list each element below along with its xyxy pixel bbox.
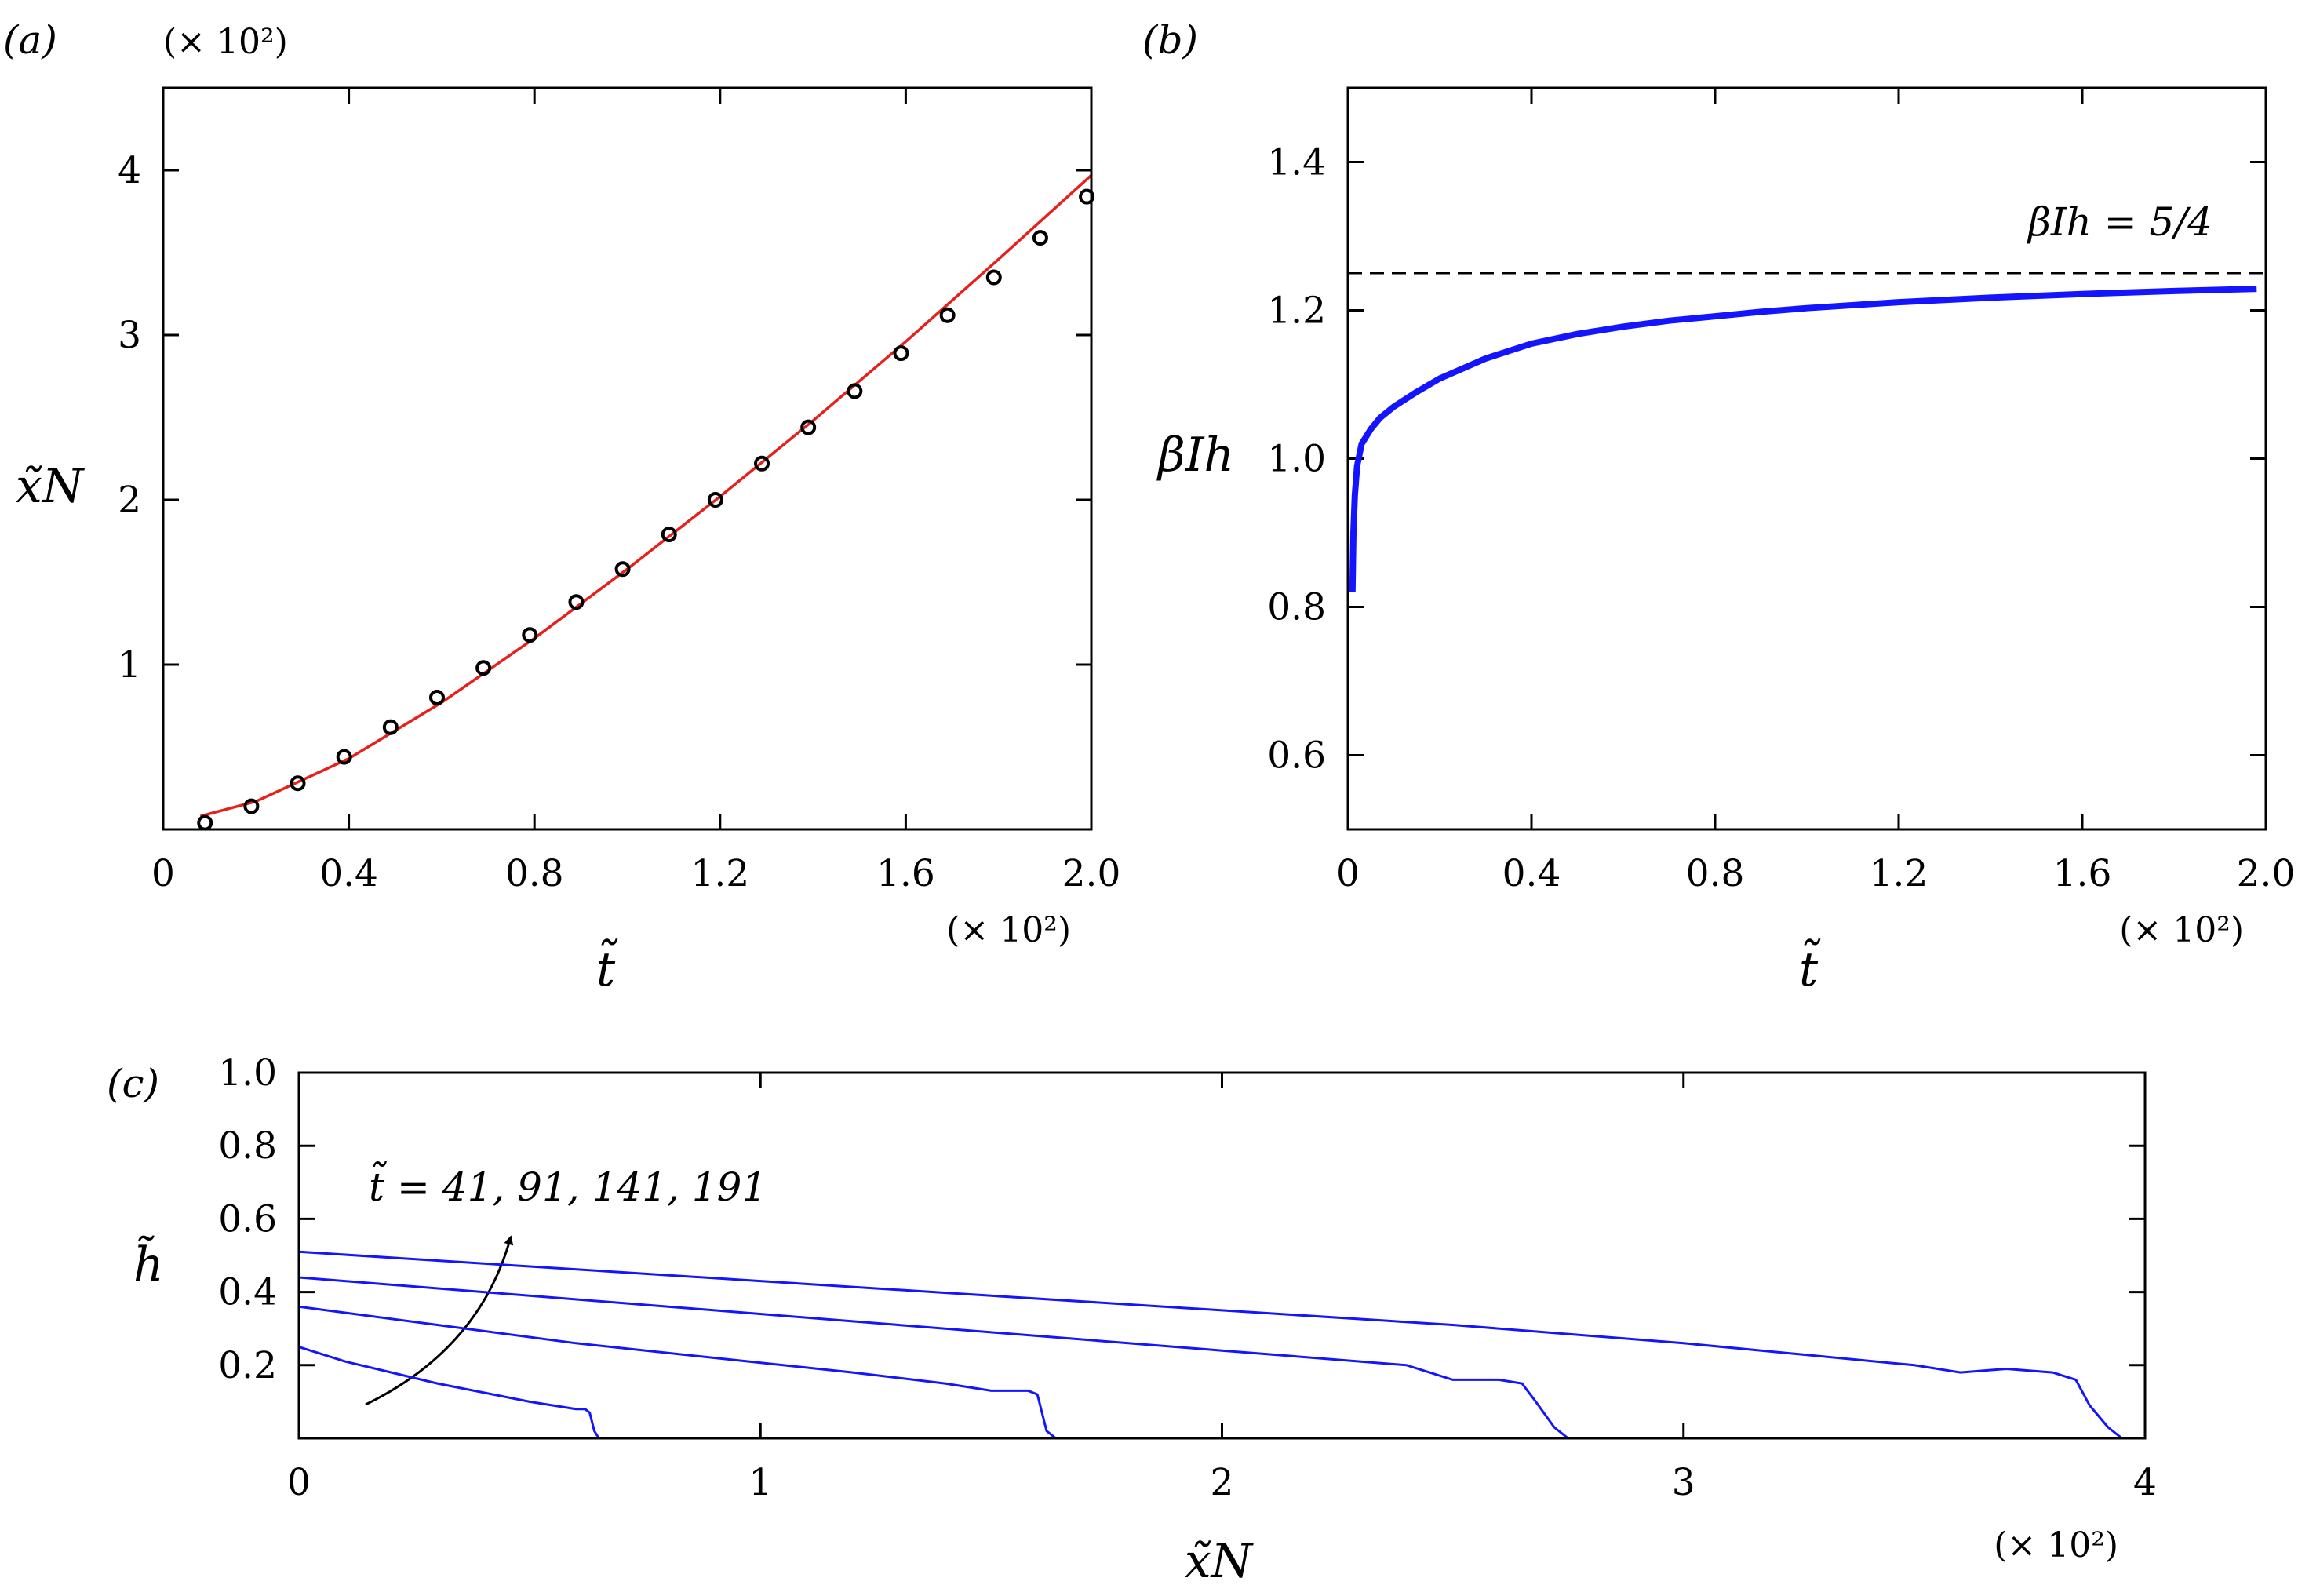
panel-b-frame	[1346, 86, 2267, 831]
panel-a-data-point	[800, 419, 817, 435]
panel-a-frame	[162, 86, 1093, 831]
panel-a-data-point	[754, 455, 770, 472]
panel-a-data-point	[939, 307, 956, 323]
panel-a-data-point	[614, 561, 631, 578]
panel-a-data-point	[1079, 188, 1095, 205]
panel-b-xtick-label: 2.0	[2237, 852, 2296, 895]
panel-b-ytick-label: 0.8	[1267, 586, 1326, 629]
panel-a-data-point	[707, 492, 723, 508]
panel-c-ytick-label: 0.4	[218, 1271, 277, 1314]
panel-a-data-point	[985, 269, 1002, 286]
panel-a-ytick-label: 1	[118, 643, 141, 687]
panel-a-data-point	[661, 527, 677, 543]
panel-a-data-point	[475, 660, 492, 676]
panel-a-ylabel: x̃N	[16, 459, 86, 514]
panel-a-xlabel: t̃	[596, 939, 618, 997]
panel-c-x-multiplier: (× 10²)	[1994, 1525, 2118, 1565]
panel-a-data-point	[336, 749, 352, 765]
panel-c-ticks: 0 1 2 3 4 0.2 0.4 0.6 0.8 1.0	[218, 1051, 2157, 1504]
panel-c-ytick-label: 0.2	[218, 1344, 277, 1387]
panel-b-beta-curve	[1349, 286, 2257, 592]
panel-a-xtick-label: 1.2	[690, 852, 749, 895]
panel-a-xtick-label: 2.0	[1062, 852, 1121, 895]
panel-a-data-point	[243, 798, 260, 814]
panel-a-xtick-label: 0.4	[319, 852, 378, 895]
panel-b-ytick-label: 1.4	[1267, 141, 1326, 184]
panel-c-profile-4	[298, 1250, 2123, 1440]
panel-a-data-point	[893, 345, 909, 362]
panel-c-profile-1	[298, 1346, 600, 1439]
panel-a-data-point	[568, 594, 585, 610]
panel-a-data-point	[290, 775, 306, 792]
panel-a-label: (a)	[3, 17, 57, 63]
panel-c-frame	[297, 1071, 2147, 1440]
panel-b: (b) βIh t̃ (× 10²) βIh = 5/4 0 0.4 0.8 1.2 1…	[1142, 17, 2295, 997]
panel-c-label: (c)	[107, 1061, 159, 1106]
panel-a-ytick-label: 4	[118, 149, 141, 192]
panel-a-xtick-label: 0.8	[505, 852, 564, 895]
panel-b-ytick-label: 1.0	[1267, 438, 1326, 481]
panel-a-data-point	[382, 719, 399, 735]
panel-c-xtick-label: 1	[748, 1461, 772, 1504]
panel-a-xtick-label: 1.6	[876, 852, 935, 895]
panel-a-data-point	[428, 690, 445, 705]
panel-c-xtick-label: 4	[2133, 1461, 2157, 1504]
panel-b-ytick-label: 0.6	[1267, 734, 1326, 778]
panel-b-ytick-label: 1.2	[1267, 290, 1326, 333]
panel-b-data	[1348, 272, 2266, 592]
panel-a: (a) (× 10²) x̃N t̃ (× 10²) 0 0.4 0.8 1.2 1.6…	[3, 17, 1120, 997]
panel-a-data	[197, 174, 1095, 831]
panel-b-xlabel: t̃	[1799, 939, 1821, 997]
panel-a-data-point	[1032, 230, 1048, 246]
panel-b-ylabel: βIh	[1156, 428, 1234, 483]
panel-a-data-point	[847, 383, 863, 399]
panel-c: (c) h̃ x̃N (× 10²) t̃ = 41, 91, 141, 191…	[107, 1051, 2157, 1589]
panel-c-data	[298, 1250, 2123, 1440]
panel-a-y-multiplier: (× 10²)	[163, 22, 288, 62]
panel-b-xtick-label: 1.2	[1870, 852, 1928, 895]
panel-c-ylabel: h̃	[133, 1235, 164, 1292]
panel-a-data-point	[197, 814, 213, 831]
panel-a-x-multiplier: (× 10²)	[946, 910, 1071, 950]
panel-b-xtick-label: 1.6	[2053, 852, 2112, 895]
panel-b-xtick-label: 0	[1336, 852, 1360, 895]
panel-b-xtick-label: 0.4	[1502, 852, 1561, 895]
panel-a-fit-line	[199, 174, 1093, 818]
panel-b-ticks: 0 0.4 0.8 1.2 1.6 2.0 0.6 0.8 1.0 1.2 1.4	[1267, 88, 2295, 895]
panel-c-ytick-label: 0.6	[218, 1197, 277, 1241]
panel-a-data-point	[522, 627, 538, 643]
panel-a-ytick-label: 3	[118, 314, 141, 357]
panel-b-label: (b)	[1142, 17, 1198, 63]
panel-c-xtick-label: 0	[287, 1461, 311, 1504]
panel-b-reference-label: βIh = 5/4	[2027, 199, 2212, 245]
panel-a-ytick-label: 2	[118, 479, 141, 522]
panel-c-time-arrow	[365, 1235, 514, 1406]
panel-c-xtick-label: 3	[1672, 1461, 1695, 1504]
panel-a-xtick-label: 0	[151, 852, 175, 895]
panel-c-time-annotation: t̃ = 41, 91, 141, 191	[369, 1161, 767, 1210]
panel-c-ytick-label: 0.8	[218, 1124, 277, 1168]
panel-c-xlabel: x̃N	[1185, 1534, 1255, 1589]
panel-c-profile-3	[298, 1276, 1569, 1440]
panel-c-ytick-label: 1.0	[218, 1051, 277, 1095]
panel-a-ticks: 0 0.4 0.8 1.2 1.6 2.0 1 2 3 4	[118, 88, 1120, 895]
panel-c-xtick-label: 2	[1211, 1461, 1234, 1504]
panel-b-x-multiplier: (× 10²)	[2119, 910, 2244, 950]
panel-c-profile-2	[298, 1305, 1057, 1440]
panel-b-xtick-label: 0.8	[1686, 852, 1745, 895]
